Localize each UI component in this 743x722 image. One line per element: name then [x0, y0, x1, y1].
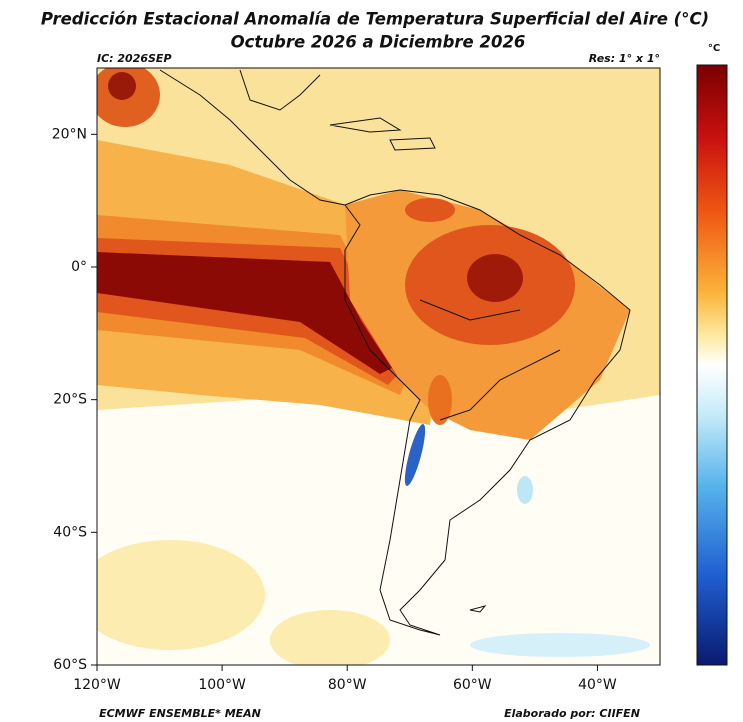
colorbar: [696, 64, 728, 666]
footer-model: ECMWF ENSEMBLE* MEAN: [99, 707, 261, 720]
field-extreme: [108, 72, 136, 100]
resolution-label: Res: 1° x 1°: [589, 52, 660, 65]
y-tick-label: 0°: [71, 259, 87, 275]
init-label: IC: 2026SEP: [97, 52, 172, 65]
field-hot: [428, 375, 452, 425]
x-tick-label: 100°W: [198, 677, 246, 693]
y-tick-label: 60°S: [53, 657, 87, 673]
coastline: [159, 69, 631, 636]
title: Predicción Estacional Anomalía de Temper…: [41, 10, 709, 29]
x-tick-label: 120°W: [73, 677, 121, 693]
field-cold: [404, 424, 426, 486]
field-cool: [470, 633, 650, 657]
subtitle: Octubre 2026 a Diciembre 2026: [231, 33, 526, 52]
field-weak: [270, 610, 390, 665]
field-extreme: [467, 254, 523, 302]
y-tick-label: 20°N: [52, 126, 87, 142]
colorbar-unit: °C: [708, 43, 720, 54]
plot-frame: [96, 67, 661, 666]
field-hot: [405, 198, 455, 222]
axis-ticks: 120°W 100°W 80°W 60°W 40°W 20°N 0° 20°S 40°S 60°S: [52, 126, 617, 693]
x-tick-label: 60°W: [453, 677, 492, 693]
x-tick-label: 40°W: [578, 677, 617, 693]
field-cool: [517, 476, 533, 504]
y-tick-label: 20°S: [53, 392, 87, 408]
x-tick-label: 80°W: [328, 677, 367, 693]
field-extreme: [97, 252, 392, 374]
y-tick-label: 40°S: [53, 524, 87, 540]
anomaly-field: [97, 68, 660, 665]
footer-credit: Elaborado por: CIIFEN: [504, 707, 640, 720]
field-weak: [97, 540, 265, 650]
